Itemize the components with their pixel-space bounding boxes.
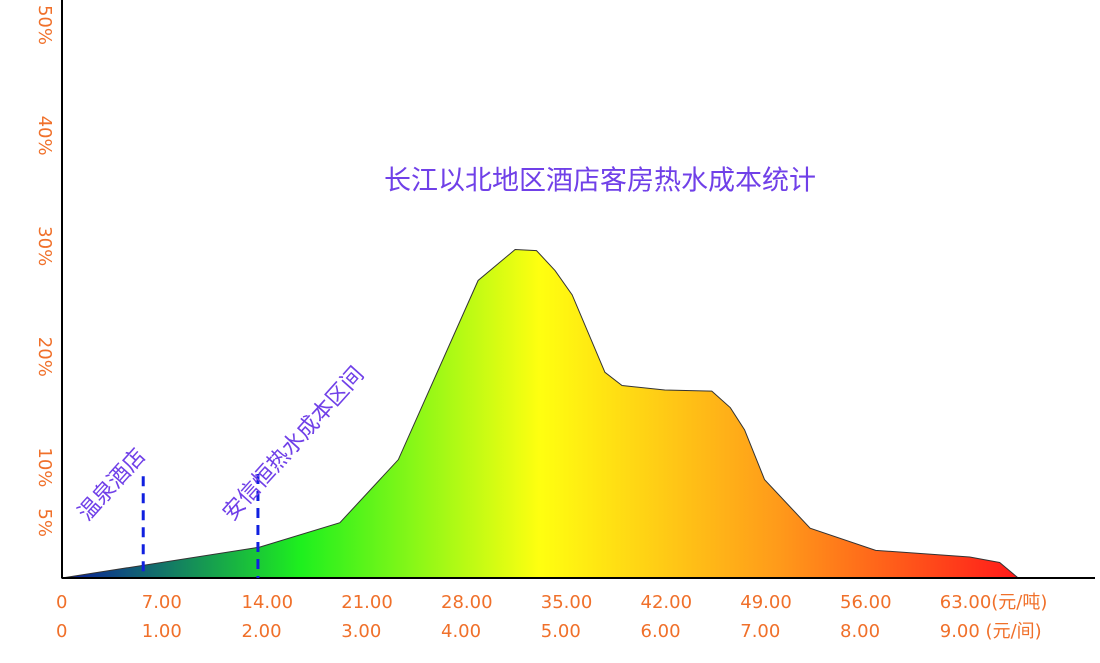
y-tick-label: 5% <box>34 508 55 537</box>
y-tick-label: 20% <box>34 337 55 377</box>
x2-tick-label: 2.00 <box>242 621 282 642</box>
y-tick-label: 40% <box>34 116 55 156</box>
x-tick-label: 63.00(元/吨) <box>940 592 1048 613</box>
x2-tick-label: 3.00 <box>341 621 381 642</box>
x-tick-label: 21.00 <box>341 592 393 613</box>
x-tick-label: 49.00 <box>740 592 792 613</box>
x-tick-label: 42.00 <box>641 592 693 613</box>
y-tick-label: 30% <box>34 226 55 266</box>
x-tick-label: 35.00 <box>541 592 593 613</box>
x2-tick-label: 0 <box>56 621 67 642</box>
x2-tick-label: 9.00 (元/间) <box>940 621 1042 642</box>
x2-tick-label: 1.00 <box>142 621 182 642</box>
x2-tick-label: 8.00 <box>840 621 880 642</box>
x-tick-label: 56.00 <box>840 592 892 613</box>
x2-tick-label: 5.00 <box>541 621 581 642</box>
x-tick-label: 14.00 <box>242 592 294 613</box>
x-tick-label: 28.00 <box>441 592 493 613</box>
y-tick-label: 50% <box>34 5 55 45</box>
x2-tick-label: 4.00 <box>441 621 481 642</box>
x-tick-label: 0 <box>56 592 67 613</box>
x-tick-label: 7.00 <box>142 592 182 613</box>
chart-title: 长江以北地区酒店客房热水成本统计 <box>384 166 816 197</box>
y-tick-label: 10% <box>34 447 55 487</box>
annotation-text: 温泉酒店 <box>74 444 151 526</box>
x2-tick-label: 6.00 <box>641 621 681 642</box>
x2-tick-label: 7.00 <box>740 621 780 642</box>
area <box>61 249 1020 579</box>
annotation-text: 安信恒热水成本区间 <box>218 362 369 526</box>
